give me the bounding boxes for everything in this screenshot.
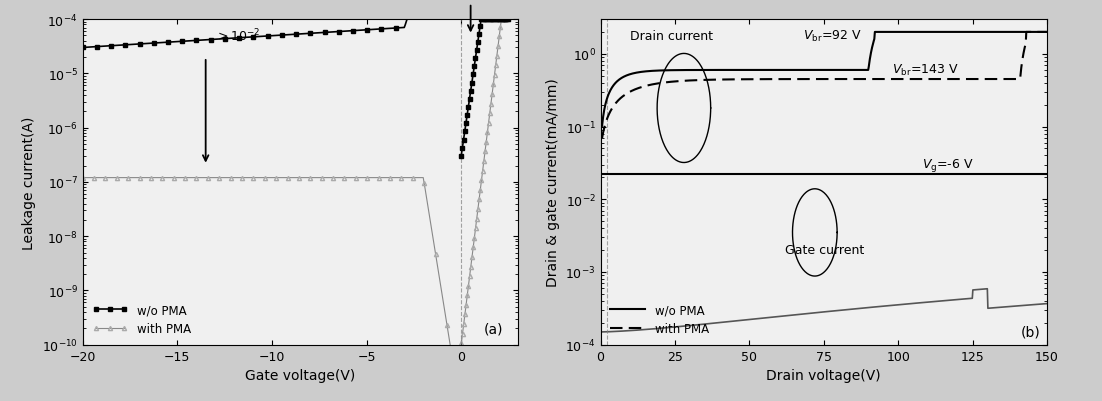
with PMA	[495, 18, 508, 22]
X-axis label: Drain voltage(V): Drain voltage(V)	[766, 368, 882, 382]
w/o PMA	[475, 18, 488, 22]
w/o PMA	[499, 18, 512, 22]
w/o PMA	[501, 18, 515, 22]
with PMA	[456, 326, 469, 330]
w/o PMA	[457, 135, 471, 140]
Text: Drain current: Drain current	[630, 30, 713, 43]
w/o PMA	[463, 94, 476, 99]
Text: (b): (b)	[1022, 325, 1041, 339]
Text: $V_{\rm d}$=0V: $V_{\rm d}$=0V	[291, 0, 338, 3]
Text: $V_{\rm br}$=143 V: $V_{\rm br}$=143 V	[893, 63, 959, 77]
with PMA	[467, 239, 480, 244]
Text: $V_{\rm g}$=-6 V: $V_{\rm g}$=-6 V	[922, 156, 974, 173]
Legend: w/o PMA, with PMA: w/o PMA, with PMA	[606, 300, 713, 339]
with PMA	[457, 318, 471, 323]
with PMA	[499, 18, 512, 22]
Text: (a): (a)	[484, 321, 503, 335]
with PMA	[498, 18, 511, 22]
Line: with PMA: with PMA	[460, 18, 510, 345]
Y-axis label: Leakage current(A): Leakage current(A)	[22, 116, 36, 249]
Y-axis label: Drain & gate current(mA/mm): Drain & gate current(mA/mm)	[545, 78, 560, 287]
Text: $>$10$^{-2}$: $>$10$^{-2}$	[215, 28, 260, 45]
Text: Gate current: Gate current	[785, 244, 864, 257]
with PMA	[455, 341, 468, 346]
with PMA	[464, 270, 477, 275]
w/o PMA	[454, 154, 467, 159]
Text: $V_{\rm br}$=92 V: $V_{\rm br}$=92 V	[803, 29, 862, 44]
w/o PMA	[467, 68, 480, 73]
with PMA	[501, 18, 515, 22]
w/o PMA	[456, 141, 469, 146]
w/o PMA	[498, 18, 511, 22]
Legend: w/o PMA, with PMA: w/o PMA, with PMA	[88, 300, 195, 339]
X-axis label: Gate voltage(V): Gate voltage(V)	[245, 368, 356, 382]
Line: w/o PMA: w/o PMA	[460, 18, 510, 158]
